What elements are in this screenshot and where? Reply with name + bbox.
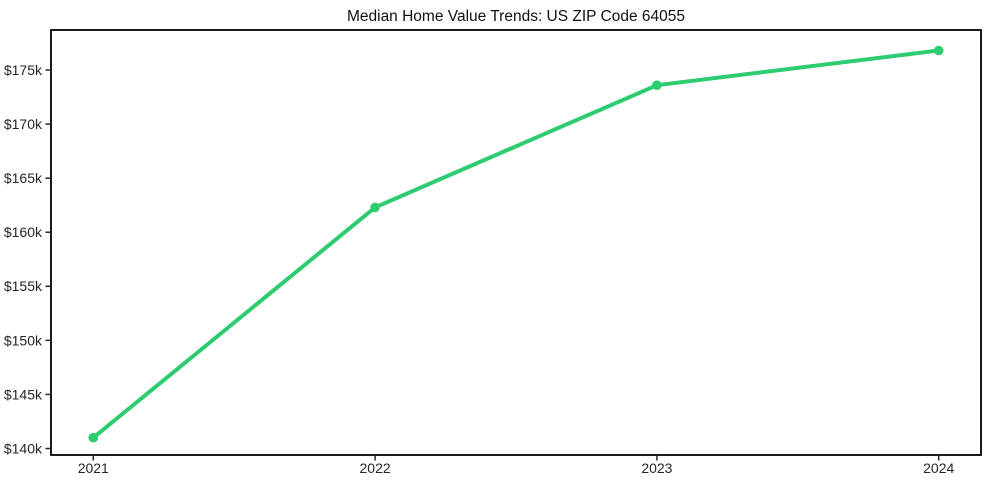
x-tick-label: 2023: [641, 460, 672, 476]
y-tick-label: $165k: [4, 170, 43, 186]
trend-line: [91, 48, 941, 440]
y-tick-label: $160k: [4, 224, 43, 240]
y-tick-label: $140k: [4, 440, 43, 456]
y-tick-label: $145k: [4, 386, 43, 402]
data-point-marker: [933, 45, 944, 56]
plot-area: $140k $145k $150k $155k $160k $165k $170k $175k…: [4, 29, 982, 476]
plot-border: [50, 29, 982, 456]
data-point-marker: [652, 80, 662, 90]
y-tick-label: $155k: [4, 278, 43, 294]
y-tick-label: $175k: [4, 62, 43, 78]
x-tick-label: 2024: [923, 460, 954, 476]
chart-title: Median Home Value Trends: US ZIP Code 64…: [347, 8, 685, 25]
x-tick-label: 2021: [78, 460, 109, 476]
data-point-marker: [370, 202, 380, 213]
y-tick-label: $150k: [4, 332, 43, 348]
x-tick-label: 2022: [360, 460, 391, 476]
y-tick-label: $170k: [4, 116, 43, 132]
data-point-marker: [88, 432, 99, 443]
